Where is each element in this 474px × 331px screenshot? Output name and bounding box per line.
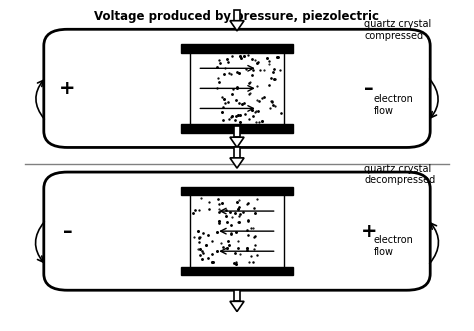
Text: electron
flow: electron flow xyxy=(374,235,413,257)
Polygon shape xyxy=(230,301,244,311)
Polygon shape xyxy=(230,21,244,31)
Text: electron
flow: electron flow xyxy=(374,94,413,116)
FancyBboxPatch shape xyxy=(44,29,430,147)
Text: –: – xyxy=(364,79,374,98)
Bar xyxy=(234,147,240,158)
Bar xyxy=(190,53,284,124)
Text: –: – xyxy=(63,222,72,241)
Bar xyxy=(234,126,240,137)
FancyBboxPatch shape xyxy=(44,172,430,290)
Bar xyxy=(182,124,292,133)
Bar xyxy=(182,187,292,195)
Polygon shape xyxy=(230,137,244,147)
Text: Voltage produced by pressure, piezolectric: Voltage produced by pressure, piezolectr… xyxy=(94,10,380,23)
Text: +: + xyxy=(59,79,76,98)
Text: quartz crystal
decompressed: quartz crystal decompressed xyxy=(364,164,436,185)
Bar xyxy=(190,195,284,267)
Text: quartz crystal
compressed: quartz crystal compressed xyxy=(364,20,431,41)
Bar xyxy=(234,10,240,21)
Bar xyxy=(182,267,292,275)
Text: +: + xyxy=(361,222,377,241)
Polygon shape xyxy=(230,158,244,168)
Bar xyxy=(182,44,292,53)
Bar xyxy=(234,290,240,301)
